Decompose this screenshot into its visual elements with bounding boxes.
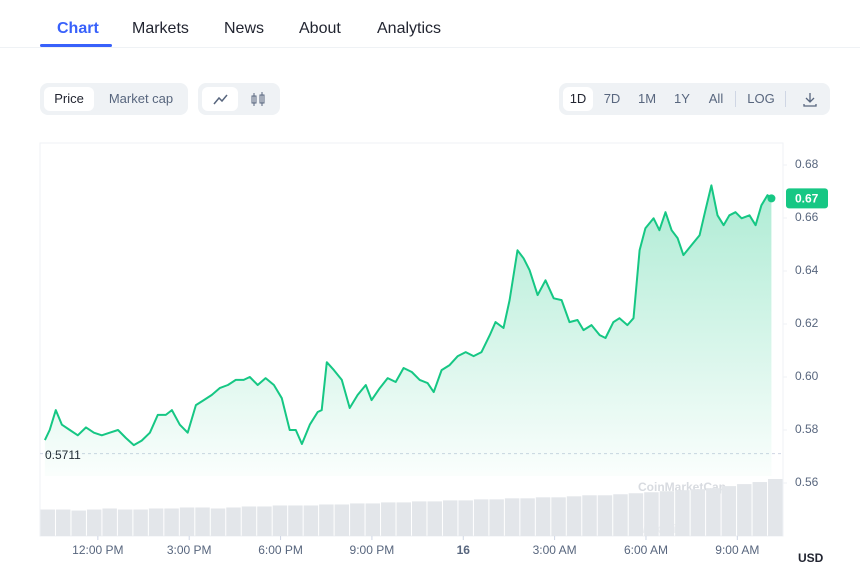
line-icon bbox=[213, 94, 228, 105]
x-tick-label: 3:00 PM bbox=[167, 543, 212, 557]
divider bbox=[785, 91, 786, 107]
volume-bar bbox=[102, 508, 117, 536]
volume-bar bbox=[644, 492, 659, 536]
volume-bar bbox=[613, 494, 628, 536]
volume-bar bbox=[210, 508, 226, 536]
volume-bar bbox=[55, 509, 71, 536]
tab[interactable]: Markets bbox=[132, 20, 189, 37]
range-button[interactable]: 1Y bbox=[674, 91, 690, 106]
y-tick-label: 0.66 bbox=[795, 210, 819, 224]
price-badge-label: 0.67 bbox=[795, 192, 819, 206]
range-toggle: 1D 7D 1M 1Y All LOG bbox=[559, 83, 830, 115]
tab-bar: Chart Markets News About Analytics bbox=[0, 0, 860, 48]
volume-bar bbox=[117, 509, 133, 536]
volume-bar bbox=[334, 504, 350, 536]
volume-bar bbox=[412, 501, 427, 536]
volume-bar bbox=[659, 491, 675, 536]
line-style-button[interactable] bbox=[202, 87, 238, 111]
volume-bar bbox=[427, 501, 442, 536]
volume-bar bbox=[582, 495, 597, 536]
x-tick-label: 3:00 AM bbox=[533, 543, 577, 557]
volume-bar bbox=[350, 503, 365, 536]
volume-bar bbox=[71, 510, 86, 536]
candle-icon bbox=[251, 92, 265, 106]
y-tick-label: 0.68 bbox=[795, 157, 819, 171]
download-button[interactable] bbox=[795, 87, 825, 111]
volume-bar bbox=[195, 507, 210, 536]
y-tick-label: 0.64 bbox=[795, 263, 819, 277]
tab[interactable]: News bbox=[224, 20, 265, 37]
volume-bar bbox=[458, 500, 473, 536]
price-line bbox=[43, 184, 773, 447]
volume-bar bbox=[164, 508, 179, 536]
range-button[interactable]: All bbox=[708, 91, 724, 106]
x-tick-label: 6:00 PM bbox=[258, 543, 303, 557]
last-point bbox=[767, 194, 776, 203]
volume-bar bbox=[396, 502, 411, 536]
volume-bar bbox=[520, 498, 535, 536]
volume-bar bbox=[504, 498, 520, 536]
divider bbox=[735, 91, 736, 107]
volume-bar bbox=[442, 500, 458, 536]
range-button[interactable]: 1D bbox=[563, 87, 593, 111]
toggle-button[interactable]: Market cap bbox=[108, 91, 174, 106]
volume-bar bbox=[628, 493, 644, 536]
x-tick-label: 9:00 PM bbox=[350, 543, 395, 557]
volume-bar bbox=[737, 484, 752, 536]
x-tick-label: 16 bbox=[457, 543, 471, 557]
x-tick-label: 12:00 PM bbox=[72, 543, 123, 557]
y-tick-label: 0.58 bbox=[795, 422, 819, 436]
y-tick-label: 0.60 bbox=[795, 369, 819, 383]
volume-bar bbox=[473, 499, 489, 536]
toggle-button[interactable]: Price bbox=[44, 87, 94, 111]
tab-underline bbox=[40, 44, 112, 47]
tab[interactable]: Analytics bbox=[377, 20, 442, 37]
volume-bar bbox=[675, 490, 690, 536]
volume-bar bbox=[179, 507, 195, 536]
price-badge bbox=[786, 188, 828, 209]
volume-bar bbox=[768, 479, 783, 536]
volume-bar bbox=[288, 505, 303, 536]
metric-toggle: Price Market cap bbox=[40, 83, 188, 115]
volume-bar bbox=[319, 504, 334, 536]
volume-bar bbox=[133, 509, 148, 536]
volume-bar bbox=[303, 505, 319, 536]
volume-bar bbox=[381, 502, 396, 536]
volume-bar bbox=[86, 509, 102, 536]
unit-label: USD bbox=[798, 551, 824, 565]
volume-bar bbox=[597, 495, 613, 536]
chart-style-toggle bbox=[198, 83, 280, 115]
volume-bar bbox=[551, 497, 566, 536]
volume-bar bbox=[148, 508, 164, 536]
volume-bar bbox=[272, 505, 288, 536]
y-tick-label: 0.62 bbox=[795, 316, 819, 330]
volume-bar bbox=[489, 499, 504, 536]
volume-bar bbox=[40, 509, 55, 536]
x-tick-label: 6:00 AM bbox=[624, 543, 668, 557]
tab[interactable]: Chart bbox=[57, 20, 99, 37]
x-tick-label: 9:00 AM bbox=[715, 543, 759, 557]
range-button[interactable]: 7D bbox=[603, 91, 621, 106]
volume-bar bbox=[690, 489, 706, 536]
volume-bar bbox=[241, 506, 257, 536]
plot-frame bbox=[39, 142, 784, 537]
volume-bar bbox=[706, 488, 721, 536]
range-button[interactable]: 1M bbox=[637, 91, 657, 106]
candle-style-button[interactable] bbox=[240, 87, 276, 111]
price-area bbox=[44, 185, 772, 476]
log-button[interactable]: LOG bbox=[747, 91, 775, 106]
volume-bar bbox=[257, 506, 272, 536]
download-icon bbox=[803, 93, 817, 107]
volume-bar bbox=[365, 503, 381, 536]
volume-bar bbox=[752, 482, 768, 536]
tab[interactable]: About bbox=[299, 20, 341, 37]
y-tick-label: 0.56 bbox=[795, 475, 819, 489]
volume-bar bbox=[721, 486, 737, 536]
volume-bar bbox=[535, 497, 551, 536]
volume-bar bbox=[566, 496, 582, 536]
volume-bar bbox=[226, 507, 241, 536]
